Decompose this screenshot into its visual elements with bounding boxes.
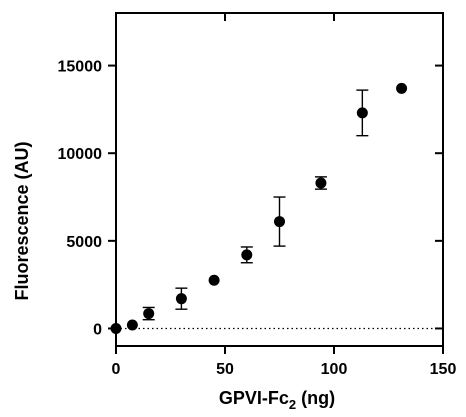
y-tick-label: 0 bbox=[93, 321, 102, 338]
x-axis-label-suffix: (ng) bbox=[296, 388, 335, 408]
x-axis-label: GPVI-Fc2 (ng) bbox=[219, 388, 335, 412]
error-bars-group bbox=[143, 90, 369, 320]
data-point bbox=[241, 249, 252, 260]
x-axis-label-main: GPVI-Fc bbox=[219, 388, 289, 408]
x-tick-label: 0 bbox=[112, 361, 121, 378]
data-point bbox=[111, 323, 122, 334]
data-point bbox=[357, 107, 368, 118]
data-point bbox=[127, 319, 138, 330]
data-point bbox=[274, 216, 285, 227]
data-point bbox=[143, 308, 154, 319]
y-axis-label: Fluorescence (AU) bbox=[12, 141, 32, 300]
plot-frame bbox=[116, 13, 443, 346]
data-point bbox=[396, 83, 407, 94]
y-tick-label: 15000 bbox=[58, 59, 103, 76]
y-tick-label: 5000 bbox=[66, 234, 102, 251]
data-point bbox=[315, 178, 326, 189]
x-tick-label: 150 bbox=[430, 361, 457, 378]
x-tick-label: 100 bbox=[321, 361, 348, 378]
x-tick-label: 50 bbox=[216, 361, 234, 378]
y-tick-label: 10000 bbox=[58, 146, 103, 163]
data-point bbox=[176, 293, 187, 304]
x-axis-label-subscript: 2 bbox=[289, 397, 296, 412]
data-point bbox=[209, 275, 220, 286]
plot-border bbox=[116, 13, 443, 346]
